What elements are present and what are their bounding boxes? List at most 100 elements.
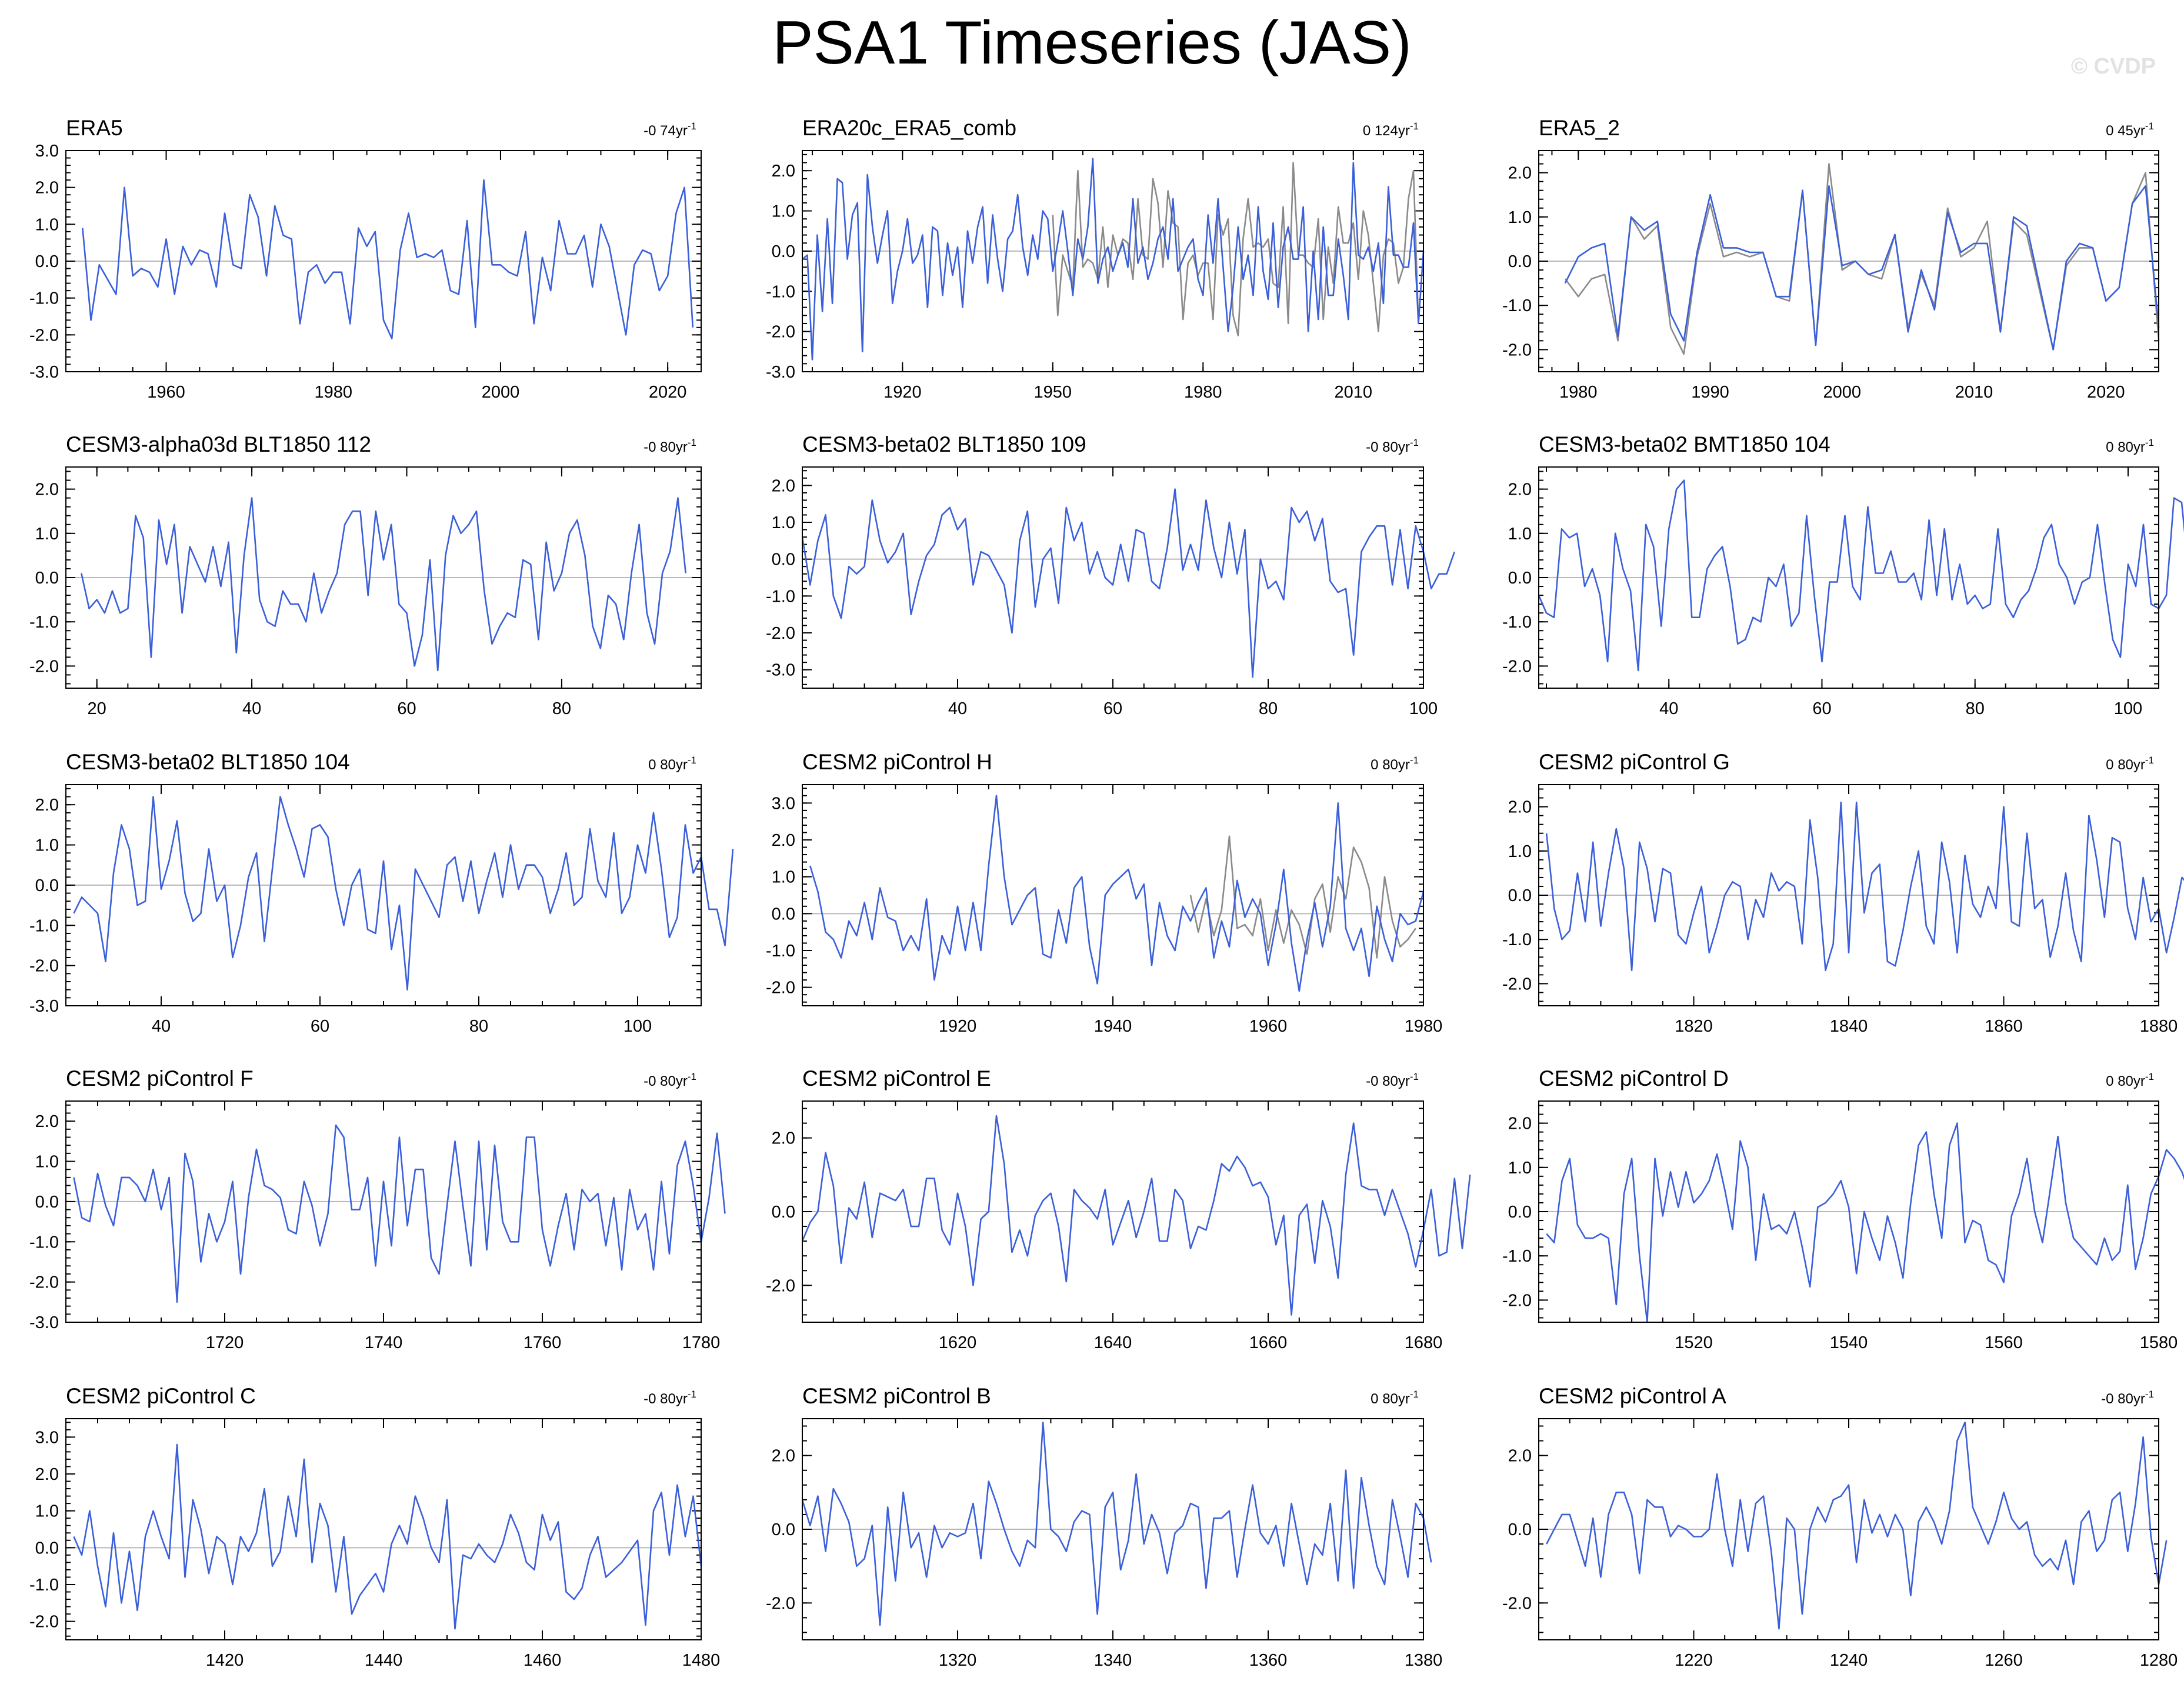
trend-label: 0 80yr-1 [1371, 755, 1419, 773]
y-tick-label: 0.0 [35, 569, 59, 588]
x-tick-label: 100 [2114, 699, 2142, 718]
x-tick-label: 40 [948, 699, 967, 718]
y-tick-label: -2.0 [766, 979, 795, 998]
x-tick-label: 1980 [1405, 1017, 1443, 1036]
x-tick-label: 1980 [1184, 383, 1222, 402]
trend-label: 0 80yr-1 [2106, 437, 2154, 455]
panel-title: ERA20c_ERA5_comb [802, 116, 1016, 140]
x-tick-label: 1880 [2140, 1017, 2178, 1036]
trend-label: 0 124yr-1 [1363, 121, 1419, 139]
panel-2: ERA20c_ERA5_comb 0 124yr-1 -3.0 -2.0 -1.0 0.0… [766, 116, 1425, 402]
y-tick-label: -2.0 [766, 1276, 795, 1295]
y-tick-label: -3.0 [766, 363, 795, 382]
panel-15: CESM2 piControl A -0 80yr-1 -2.0 0.0 2.0 1220… [1502, 1384, 2178, 1670]
series-line-primary [73, 796, 734, 990]
panel-title: CESM2 piControl F [66, 1066, 254, 1090]
plot-frame [65, 466, 702, 689]
y-tick-label: -2.0 [766, 624, 795, 643]
trend-label: 0 80yr-1 [1371, 1389, 1419, 1407]
y-tick-label: -3.0 [29, 997, 59, 1016]
x-tick-label: 1980 [314, 383, 352, 402]
panel-title: CESM3-beta02 BLT1850 109 [802, 432, 1086, 456]
trend-label: -0 80yr-1 [1366, 437, 1419, 455]
panel-title: CESM2 piControl E [802, 1066, 991, 1090]
y-tick-label: -2.0 [29, 1273, 59, 1292]
y-tick-label: 1.0 [772, 868, 795, 887]
y-tick-label: 2.0 [772, 1129, 795, 1148]
panel-title: ERA5 [66, 116, 123, 140]
y-tick-label: 1.0 [35, 1502, 59, 1521]
x-tick-label: 80 [552, 699, 571, 718]
y-tick-label: 1.0 [772, 202, 795, 221]
x-tick-label: 1660 [1249, 1333, 1288, 1352]
y-tick-label: 2.0 [35, 179, 59, 198]
series-line-secondary [1564, 163, 2160, 355]
x-tick-label: 1540 [1830, 1333, 1868, 1352]
panel-1: ERA5 -0 74yr-1 -3.0 -2.0 -1.0 0.0 1.0 2.0 3.0 196… [29, 116, 702, 402]
x-tick-label: 1920 [939, 1017, 977, 1036]
y-tick-label: 0.0 [35, 1539, 59, 1557]
y-tick-label: -2.0 [1502, 1594, 1532, 1613]
y-tick-label: 2.0 [35, 481, 59, 499]
panel-title: CESM2 piControl B [802, 1384, 991, 1408]
x-tick-label: 2020 [2087, 383, 2125, 402]
y-tick-label: 0.0 [1508, 252, 1532, 271]
series-line-primary [801, 1422, 1432, 1626]
plot-frame [1538, 150, 2159, 372]
series-line-primary [73, 1124, 726, 1303]
x-tick-label: 1520 [1675, 1333, 1713, 1352]
y-tick-label: -1.0 [766, 942, 795, 960]
y-tick-label: -1.0 [29, 1576, 59, 1595]
x-tick-label: 1720 [206, 1333, 244, 1352]
x-tick-label: 1480 [682, 1651, 721, 1670]
x-tick-label: 60 [1812, 699, 1831, 718]
series-line-primary [801, 1115, 1471, 1316]
plot-frame [65, 150, 702, 372]
panel-6: CESM3-beta02 BMT1850 104 0 80yr-1 -2.0 -1.0… [1502, 432, 2184, 718]
plot-frame [802, 1418, 1424, 1640]
y-tick-label: 1.0 [1508, 842, 1532, 861]
y-tick-label: 0.0 [772, 551, 795, 569]
y-tick-label: 0.0 [772, 905, 795, 923]
y-tick-label: 0.0 [1508, 1520, 1532, 1539]
x-tick-label: 1780 [682, 1333, 721, 1352]
y-tick-label: 2.0 [35, 796, 59, 815]
x-tick-label: 1280 [2140, 1651, 2178, 1670]
x-tick-label: 1220 [1675, 1651, 1713, 1670]
x-tick-label: 60 [311, 1017, 329, 1036]
x-tick-label: 1360 [1249, 1651, 1288, 1670]
y-tick-label: -2.0 [766, 323, 795, 342]
x-tick-label: 60 [397, 699, 416, 718]
x-tick-label: 1760 [524, 1333, 562, 1352]
series-line-primary [1545, 801, 2184, 972]
trend-label: 0 80yr-1 [2106, 755, 2154, 773]
y-tick-label: 2.0 [772, 162, 795, 181]
x-tick-label: 1950 [1034, 383, 1072, 402]
y-tick-label: 2.0 [1508, 1115, 1532, 1133]
y-tick-label: 2.0 [35, 1112, 59, 1131]
y-tick-label: -1.0 [29, 916, 59, 935]
x-tick-label: 2010 [1955, 383, 1993, 402]
series-line-primary [1538, 479, 2184, 672]
y-tick-label: 1.0 [1508, 208, 1532, 227]
panel-title: CESM3-beta02 BMT1850 104 [1539, 432, 1830, 456]
x-tick-label: 60 [1103, 699, 1122, 718]
trend-label: -0 80yr-1 [2101, 1389, 2154, 1407]
y-tick-label: -3.0 [29, 1313, 59, 1332]
panel-title: CESM3-beta02 BLT1850 104 [66, 750, 350, 774]
x-tick-label: 40 [1659, 699, 1678, 718]
y-tick-label: 2.0 [772, 476, 795, 495]
x-tick-label: 80 [469, 1017, 488, 1036]
x-tick-label: 1990 [1691, 383, 1729, 402]
x-tick-label: 1860 [1985, 1017, 2023, 1036]
plot-frame [802, 784, 1424, 1006]
y-tick-label: 2.0 [1508, 164, 1532, 183]
y-tick-label: 1.0 [35, 215, 59, 234]
x-tick-label: 1240 [1830, 1651, 1868, 1670]
trend-label: 0 80yr-1 [648, 755, 696, 773]
series-line-secondary [1052, 162, 1419, 336]
x-tick-label: 1560 [1985, 1333, 2023, 1352]
x-tick-label: 1680 [1405, 1333, 1443, 1352]
x-tick-label: 100 [623, 1017, 652, 1036]
x-tick-label: 1820 [1675, 1017, 1713, 1036]
